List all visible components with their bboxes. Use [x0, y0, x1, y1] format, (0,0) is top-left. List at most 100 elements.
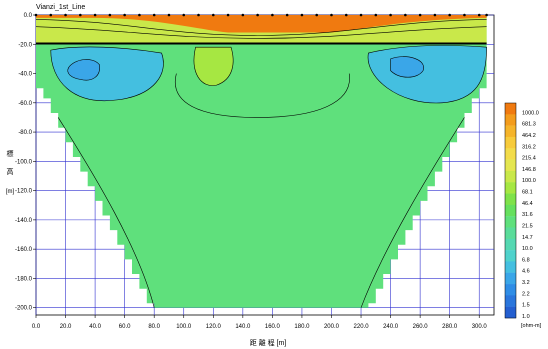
colorbar-swatch	[505, 204, 516, 217]
electrode-marker	[138, 13, 141, 17]
x-tick-label: 0.0	[32, 324, 41, 330]
x-tick-label: 120.0	[206, 324, 222, 330]
colorbar-swatch	[505, 114, 516, 126]
colorbar-swatch	[505, 193, 516, 206]
colorbar-label: 68.1	[522, 190, 533, 196]
colorbar-swatch	[505, 136, 516, 149]
colorbar-label: 14.7	[522, 235, 533, 241]
x-tick-label: 240.0	[383, 324, 399, 330]
contour-line	[35, 26, 487, 39]
contour-line	[174, 73, 350, 118]
colorbar-swatch	[505, 216, 516, 228]
colorbar-swatch	[505, 159, 516, 172]
electrode-marker	[433, 13, 437, 17]
electrode-marker	[79, 13, 82, 17]
electrode-marker	[344, 13, 348, 17]
electrode-marker	[300, 13, 304, 17]
electrode-marker	[374, 13, 378, 17]
colorbar-swatch	[505, 182, 516, 194]
colorbar-label: 316.2	[522, 144, 536, 150]
colorbar-label: 100.0	[522, 178, 536, 184]
plot-area	[34, 13, 495, 316]
electrode-marker	[448, 13, 451, 17]
x-tick-label: 40.0	[89, 324, 101, 330]
electrode-marker	[463, 13, 466, 17]
y-tick-label: -180.0	[15, 276, 33, 282]
y-axis-label-char-3: [m]	[6, 189, 15, 195]
electrode-marker	[49, 13, 53, 17]
contour-line	[35, 19, 487, 36]
electrode-marker	[182, 13, 186, 17]
x-tick-label: 140.0	[235, 324, 251, 330]
y-axis-label-char-2: 高	[7, 167, 14, 176]
electrode-marker	[211, 13, 215, 17]
colorbar-swatch	[505, 284, 516, 296]
x-tick-label: 200.0	[324, 324, 340, 330]
colorbar-label: 4.6	[522, 269, 530, 275]
electrode-marker	[271, 13, 274, 17]
colorbar-label: 31.6	[522, 212, 533, 218]
electrode-marker	[404, 13, 407, 17]
colorbar-frame	[504, 102, 517, 319]
colorbar-swatch	[505, 170, 516, 183]
electrode-marker	[485, 13, 488, 17]
low-resistivity-core-left	[67, 59, 100, 81]
electrode-marker	[359, 13, 363, 17]
electrode-marker	[285, 13, 289, 17]
colorbar-label: 1000.0	[522, 110, 539, 116]
electrode-marker	[477, 13, 481, 17]
colorbar-label: 10.0	[522, 246, 533, 252]
colorbar-legend: 1000.0 681.3 464.2 316.2 215.4 146.8 100.0 68.1…	[504, 102, 539, 320]
x-tick-label: 160.0	[265, 324, 281, 330]
colorbar-unit: [ohm-m]	[521, 323, 542, 329]
x-tick-label: 280.0	[442, 324, 458, 330]
contour-line	[360, 117, 465, 308]
electrode-marker	[108, 13, 112, 17]
electrode-marker	[330, 13, 333, 17]
colorbar-swatch	[505, 227, 516, 239]
colorbar-label: 215.4	[522, 156, 536, 162]
electrode-marker	[418, 13, 422, 17]
colorbar-swatch	[505, 148, 516, 160]
x-axis: 0.0 20.0 40.0 60.0 80.0 100.0 120.0 140.0 160.0 1…	[32, 315, 488, 330]
x-tick-label: 220.0	[354, 324, 370, 330]
y-tick-label: 0.0	[24, 13, 33, 19]
x-tick-label: 180.0	[294, 324, 310, 330]
colorbar-label: 1.5	[522, 303, 530, 309]
colorbar-swatch	[505, 306, 516, 319]
electrode-marker	[241, 13, 245, 17]
colorbar-swatch	[505, 250, 516, 262]
y-tick-label: -80.0	[18, 130, 32, 136]
x-tick-label: 80.0	[148, 324, 160, 330]
y-axis-label-char-1: 標	[7, 149, 14, 158]
electrode-marker	[315, 13, 319, 17]
electrode-marker	[226, 13, 230, 17]
electrode-marker	[152, 13, 156, 17]
colorbar-label: 2.2	[522, 291, 530, 297]
y-tick-label: -200.0	[15, 306, 33, 312]
y-tick-label: -140.0	[15, 218, 33, 224]
colorbar-label: 21.5	[522, 223, 533, 229]
y-axis: 0.0 -20.0 -40.0 -60.0 -80.0 -100.0 -120.0 -140.…	[15, 13, 36, 312]
electrode-marker	[167, 13, 171, 17]
moderate-resistivity-zone	[193, 46, 234, 86]
electrode-marker	[256, 13, 259, 17]
x-tick-label: 260.0	[413, 324, 429, 330]
y-tick-label: -40.0	[18, 72, 32, 78]
x-tick-label: 100.0	[176, 324, 192, 330]
contour-line	[57, 117, 155, 308]
colorbar-label: 46.4	[522, 201, 533, 207]
x-tick-label: 60.0	[119, 324, 131, 330]
colorbar-label: 464.2	[522, 133, 536, 139]
colorbar-swatch	[505, 261, 516, 273]
colorbar-swatch	[505, 272, 516, 285]
y-tick-label: -60.0	[18, 101, 32, 107]
colorbar-label: 3.2	[522, 280, 530, 286]
x-tick-label: 300.0	[472, 324, 488, 330]
electrode-marker	[93, 13, 97, 17]
y-tick-label: -100.0	[15, 159, 33, 165]
y-tick-label: -160.0	[15, 247, 33, 253]
high-resistivity-surface	[36, 15, 487, 33]
colorbar-swatch	[505, 295, 516, 307]
